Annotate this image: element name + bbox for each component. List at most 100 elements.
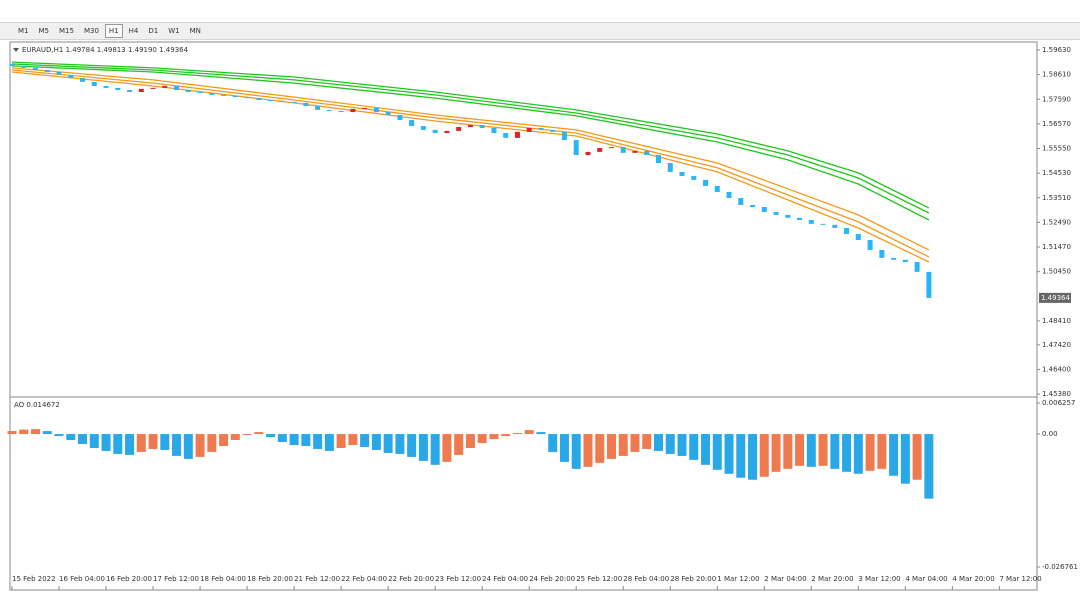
ao-bar <box>889 434 899 476</box>
candle <box>832 224 838 228</box>
ao-bar <box>595 434 605 463</box>
x-tick-label: 4 Mar 20:00 <box>952 575 994 583</box>
ao-bar <box>924 434 934 499</box>
ao-bar <box>254 432 264 435</box>
candle <box>573 140 579 156</box>
candle <box>491 127 497 134</box>
candle <box>538 127 544 130</box>
ao-bar <box>101 434 111 451</box>
timeframe-button[interactable]: M15 <box>59 27 74 35</box>
y-tick-label: 1.47420 <box>1042 341 1071 349</box>
ao-bar <box>748 434 758 480</box>
ao-bar <box>266 434 276 438</box>
chart-frame <box>9 41 1038 591</box>
candle <box>644 150 650 156</box>
x-tick-label: 22 Feb 04:00 <box>341 575 387 583</box>
candle <box>9 64 15 66</box>
ao-bar <box>853 434 863 474</box>
x-tick-label: 16 Feb 20:00 <box>106 575 152 583</box>
candle <box>362 107 368 109</box>
ao-bar <box>407 434 417 457</box>
x-tick-label: 23 Feb 12:00 <box>435 575 481 583</box>
ao-bar <box>548 434 558 452</box>
candle <box>679 171 685 177</box>
ao-bar <box>771 434 781 472</box>
ao-bar <box>430 434 440 465</box>
candle <box>303 102 309 107</box>
y-tick-label: 1.54530 <box>1042 169 1071 177</box>
ao-bar <box>642 434 652 449</box>
candle <box>291 101 297 103</box>
ao-bar <box>712 434 722 470</box>
candle <box>926 271 932 298</box>
ao-bar <box>701 434 711 465</box>
ao-bar <box>360 434 370 447</box>
candle <box>620 147 626 153</box>
y-tick-label: 1.57590 <box>1042 95 1071 103</box>
timeframe-button[interactable]: H4 <box>128 27 139 35</box>
ao-bar <box>559 434 569 462</box>
timeframe-button[interactable]: MN <box>189 27 201 35</box>
y-tick-label: 1.48410 <box>1042 317 1071 325</box>
ao-bar <box>606 434 616 459</box>
ao-bar <box>665 434 675 454</box>
candle <box>68 74 74 79</box>
candle <box>514 131 520 138</box>
y-tick-label: 1.53510 <box>1042 194 1071 202</box>
ao-bar <box>66 434 76 441</box>
x-tick-label: 21 Feb 12:00 <box>294 575 340 583</box>
ao-bar <box>136 434 146 452</box>
ao-bar <box>54 434 64 437</box>
candle <box>585 151 591 156</box>
x-tick-label: 28 Feb 04:00 <box>623 575 669 583</box>
x-tick-label: 4 Mar 04:00 <box>905 575 947 583</box>
x-tick-label: 25 Feb 12:00 <box>576 575 622 583</box>
candle <box>103 85 109 88</box>
ao-bar <box>618 434 628 456</box>
last-price-label: 1.49364 <box>1041 294 1070 302</box>
ao-bar <box>172 434 182 456</box>
ao-bar <box>242 434 252 436</box>
y-tick-label: 1.45380 <box>1042 390 1071 398</box>
ao-bar <box>465 434 475 448</box>
ao-bar <box>113 434 123 454</box>
candle <box>691 176 697 180</box>
y-tick-label: 1.55550 <box>1042 145 1071 153</box>
timeframe-button[interactable]: M30 <box>83 27 99 35</box>
candle <box>667 163 673 172</box>
candle <box>209 92 215 95</box>
candle <box>444 130 450 134</box>
candle <box>597 148 603 152</box>
candle <box>785 214 791 218</box>
candle <box>162 85 168 88</box>
ao-bar <box>830 434 840 469</box>
candle <box>268 99 274 101</box>
candle <box>56 71 62 75</box>
indicator-label: AO 0.014672 <box>14 401 60 409</box>
moving-average <box>11 67 930 251</box>
y-tick-label: -0.026761 <box>1042 563 1078 571</box>
candle <box>409 120 415 127</box>
ao-bar <box>371 434 381 450</box>
candle <box>503 133 509 138</box>
ao-bar <box>818 434 828 466</box>
ao-bar <box>454 434 464 455</box>
candle <box>115 87 121 91</box>
timeframe-button[interactable]: D1 <box>148 27 159 35</box>
ao-bar <box>759 434 769 477</box>
y-tick-label: 1.46400 <box>1042 365 1071 373</box>
timeframe-button[interactable]: W1 <box>168 27 180 35</box>
y-tick-label: 0.006257 <box>1042 399 1075 407</box>
ao-bar <box>630 434 640 452</box>
candle <box>432 129 438 134</box>
timeframe-button[interactable]: H1 <box>104 24 123 38</box>
timeframe-button[interactable]: M1 <box>18 27 29 35</box>
x-tick-label: 22 Feb 20:00 <box>388 575 434 583</box>
candle <box>703 179 709 186</box>
candle <box>891 257 897 260</box>
candle <box>797 217 803 220</box>
ao-bar <box>865 434 875 471</box>
candle <box>550 129 556 132</box>
timeframe-button[interactable]: M5 <box>38 27 50 35</box>
candle <box>221 94 227 96</box>
